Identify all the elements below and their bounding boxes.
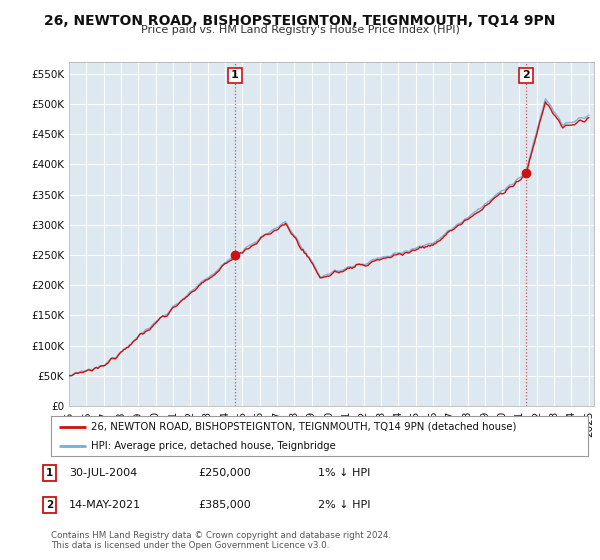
Text: Price paid vs. HM Land Registry's House Price Index (HPI): Price paid vs. HM Land Registry's House …	[140, 25, 460, 35]
Text: 2: 2	[522, 71, 530, 81]
Text: 1% ↓ HPI: 1% ↓ HPI	[318, 468, 370, 478]
Text: 30-JUL-2004: 30-JUL-2004	[69, 468, 137, 478]
Text: 2% ↓ HPI: 2% ↓ HPI	[318, 500, 371, 510]
Text: 1: 1	[46, 468, 53, 478]
Text: 14-MAY-2021: 14-MAY-2021	[69, 500, 141, 510]
Text: 1: 1	[231, 71, 239, 81]
Text: HPI: Average price, detached house, Teignbridge: HPI: Average price, detached house, Teig…	[91, 441, 336, 450]
Text: 2: 2	[46, 500, 53, 510]
Text: £385,000: £385,000	[198, 500, 251, 510]
Text: 26, NEWTON ROAD, BISHOPSTEIGNTON, TEIGNMOUTH, TQ14 9PN: 26, NEWTON ROAD, BISHOPSTEIGNTON, TEIGNM…	[44, 14, 556, 28]
Text: Contains HM Land Registry data © Crown copyright and database right 2024.
This d: Contains HM Land Registry data © Crown c…	[51, 531, 391, 550]
Text: 26, NEWTON ROAD, BISHOPSTEIGNTON, TEIGNMOUTH, TQ14 9PN (detached house): 26, NEWTON ROAD, BISHOPSTEIGNTON, TEIGNM…	[91, 422, 517, 432]
Text: £250,000: £250,000	[198, 468, 251, 478]
